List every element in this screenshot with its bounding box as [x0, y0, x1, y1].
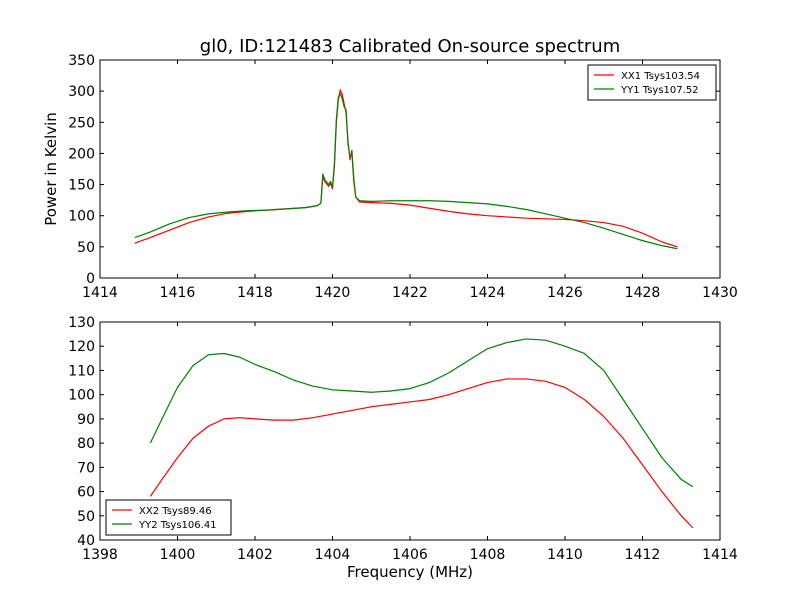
legend-box-1 [587, 64, 717, 101]
legend-entry-2-2: YY2 Tsys106.41 [138, 520, 217, 531]
x-tick-label-1: 1420 [315, 285, 351, 301]
y-tick-label-2: 130 [68, 315, 95, 331]
y-tick-label-2: 90 [77, 412, 95, 428]
x-tick-label-2: 1410 [547, 547, 583, 563]
x-tick-label-2: 1400 [160, 547, 196, 563]
y-tick-label-2: 110 [68, 363, 95, 379]
x-tick-label-1: 1430 [702, 285, 738, 301]
y-tick-label-2: 100 [68, 388, 95, 404]
x-tick-label-2: 1414 [702, 547, 738, 563]
y-tick-label-2: 50 [77, 509, 95, 525]
y-tick-label-1: 0 [86, 271, 95, 287]
x-tick-label-2: 1408 [470, 547, 506, 563]
y-tick-label-1: 50 [77, 240, 95, 256]
series-line-2-2 [149, 338, 694, 488]
y-tick-label-1: 100 [68, 209, 95, 225]
series-line-1-1 [134, 89, 678, 248]
y-tick-label-1: 150 [68, 178, 95, 194]
x-tick-label-1: 1418 [237, 285, 273, 301]
y-tick-label-2: 40 [77, 533, 95, 549]
x-tick-label-1: 1424 [470, 285, 506, 301]
x-tick-label-2: 1406 [392, 547, 428, 563]
legend-entry-1-2: YY1 Tsys107.52 [620, 85, 699, 96]
x-tick-label-1: 1426 [547, 285, 583, 301]
series-line-2-1 [149, 378, 694, 529]
x-tick-label-1: 1428 [625, 285, 661, 301]
x-tick-label-1: 1414 [82, 285, 118, 301]
y-tick-label-2: 60 [77, 485, 95, 501]
y-axis-label: Power in Kelvin [42, 112, 60, 226]
legend-entry-2-1: XX2 Tsys89.46 [139, 506, 212, 517]
x-tick-label-2: 1402 [237, 547, 273, 563]
legend-box-2 [105, 499, 232, 536]
y-tick-label-1: 350 [68, 53, 95, 69]
y-tick-label-2: 70 [77, 460, 95, 476]
x-tick-label-1: 1422 [392, 285, 428, 301]
series-line-1-2 [134, 93, 678, 250]
y-tick-label-1: 300 [68, 84, 95, 100]
y-tick-label-1: 250 [68, 115, 95, 131]
legend-entry-1-1: XX1 Tsys103.54 [621, 71, 700, 82]
y-tick-label-1: 200 [68, 146, 95, 162]
x-tick-label-2: 1412 [625, 547, 661, 563]
chart-title: gl0, ID:121483 Calibrated On-source spec… [200, 36, 620, 57]
x-axis-label: Frequency (MHz) [347, 563, 473, 581]
y-tick-label-2: 80 [77, 436, 95, 452]
x-tick-label-1: 1416 [160, 285, 196, 301]
x-tick-label-2: 1398 [82, 547, 118, 563]
y-tick-label-2: 120 [68, 339, 95, 355]
x-tick-label-2: 1404 [315, 547, 351, 563]
